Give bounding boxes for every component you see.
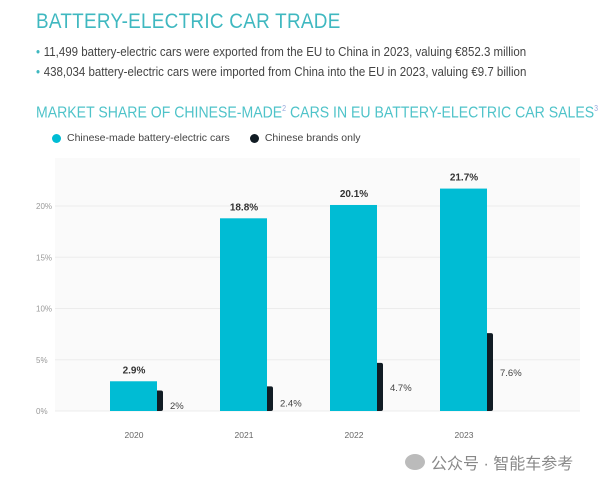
y-tick-label: 0% <box>36 407 48 416</box>
data-label: 21.7% <box>450 173 478 184</box>
data-label: 2.4% <box>280 399 302 410</box>
legend-label: Chinese brands only <box>264 132 361 144</box>
data-label: 4.7% <box>390 383 412 394</box>
x-tick-label: 2020 <box>125 430 144 440</box>
legend-swatch-dark <box>249 133 259 143</box>
watermark: 公众号 · 智能车参考 <box>405 450 573 474</box>
bullet-text: 11,499 battery-electric cars were export… <box>43 45 527 59</box>
bullet-list: • 11,499 battery-electric cars were expor… <box>36 42 569 82</box>
bar-chinese-made <box>220 218 267 411</box>
bar-chinese-made <box>330 204 377 411</box>
y-tick-label: 20% <box>36 202 52 211</box>
y-tick-label: 10% <box>36 305 52 314</box>
page-title: BATTERY-ELECTRIC CAR TRADE <box>36 10 341 33</box>
wechat-icon <box>405 454 425 470</box>
chart-title: MARKET SHARE OF CHINESE-MADE2 CARS IN EU… <box>36 104 598 122</box>
x-tick-label: 2023 <box>455 430 474 440</box>
bar-chinese-made <box>110 381 157 411</box>
watermark-text: 公众号 · 智能车参考 <box>431 456 574 473</box>
legend-swatch-cyan <box>52 133 61 143</box>
data-label: 18.8% <box>230 202 258 213</box>
chart-title-part: CARS IN EU BATTERY-ELECTRIC CAR SALES <box>290 104 595 122</box>
footnote-ref: 3 <box>594 104 599 113</box>
bar-chinese-made <box>440 188 487 411</box>
data-label: 2% <box>170 401 184 412</box>
y-tick-label: 15% <box>36 253 52 262</box>
legend: Chinese-made battery-electric cars Chine… <box>52 132 361 144</box>
legend-label: Chinese-made battery-electric cars <box>67 132 230 144</box>
bullet-text: 438,034 battery-electric cars were impor… <box>43 65 527 79</box>
y-tick-label: 5% <box>36 356 48 365</box>
data-label: 20.1% <box>340 189 368 200</box>
bullet-item: • 438,034 battery-electric cars were impo… <box>36 65 527 79</box>
x-tick-label: 2021 <box>235 430 254 440</box>
chart-title-part: MARKET SHARE OF CHINESE-MADE <box>36 104 283 122</box>
footnote-ref: 2 <box>282 104 287 113</box>
data-label: 2.9% <box>123 365 146 376</box>
bullet-item: • 11,499 battery-electric cars were expor… <box>36 45 527 59</box>
data-label: 7.6% <box>500 368 522 379</box>
x-tick-label: 2022 <box>345 430 364 440</box>
